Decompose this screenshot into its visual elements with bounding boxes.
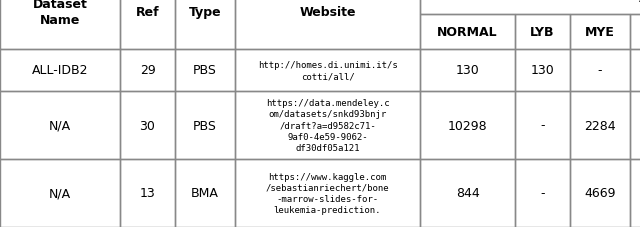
Text: 13: 13 <box>140 187 156 200</box>
Bar <box>515 50 570 92</box>
Text: -: - <box>540 187 545 200</box>
Bar <box>420 15 515 50</box>
Text: 130: 130 <box>531 64 554 77</box>
Bar <box>515 15 570 50</box>
Text: Type: Type <box>189 6 221 19</box>
Bar <box>235 159 420 227</box>
Text: 10298: 10298 <box>448 119 487 132</box>
Text: PBS: PBS <box>193 119 217 132</box>
Bar <box>420 50 515 92</box>
Bar <box>235 92 420 159</box>
Bar <box>0 0 120 50</box>
Text: 844: 844 <box>456 187 479 200</box>
Text: http://homes.di.unimi.it/s
cotti/all/: http://homes.di.unimi.it/s cotti/all/ <box>258 61 397 81</box>
Text: 2284: 2284 <box>584 119 616 132</box>
Bar <box>175 50 235 92</box>
Text: ALL-IDB2: ALL-IDB2 <box>32 64 88 77</box>
Text: PBS: PBS <box>193 64 217 77</box>
Bar <box>515 159 570 227</box>
Bar <box>515 92 570 159</box>
Bar <box>420 159 515 227</box>
Bar <box>0 50 120 92</box>
Text: 130: 130 <box>456 64 479 77</box>
Bar <box>630 159 640 227</box>
Bar <box>630 50 640 92</box>
Bar <box>235 0 420 50</box>
Text: 30: 30 <box>140 119 156 132</box>
Bar <box>570 50 630 92</box>
Text: https://www.kaggle.com
/sebastianriechert/bone
-marrow-slides-for-
leukemia-pred: https://www.kaggle.com /sebastianriecher… <box>266 172 389 214</box>
Bar <box>420 0 640 15</box>
Text: LYB: LYB <box>531 26 555 39</box>
Text: 29: 29 <box>140 64 156 77</box>
Bar <box>570 92 630 159</box>
Bar <box>120 0 175 50</box>
Bar <box>570 15 630 50</box>
Text: https://data.mendeley.c
om/datasets/snkd93bnjr
/draft?a=d9582c71-
9af0-4e59-9062: https://data.mendeley.c om/datasets/snkd… <box>266 99 389 152</box>
Bar <box>630 92 640 159</box>
Bar <box>0 92 120 159</box>
Bar <box>175 92 235 159</box>
Text: BMA: BMA <box>191 187 219 200</box>
Text: N/A: N/A <box>49 119 71 132</box>
Text: -: - <box>540 119 545 132</box>
Text: Ref: Ref <box>136 6 159 19</box>
Text: MYE: MYE <box>585 26 615 39</box>
Text: N/A: N/A <box>49 187 71 200</box>
Bar <box>120 159 175 227</box>
Text: 4669: 4669 <box>584 187 616 200</box>
Text: Dataset
Name: Dataset Name <box>33 0 88 27</box>
Bar <box>175 159 235 227</box>
Text: Annotated Cells (objects): Annotated Cells (objects) <box>501 0 640 2</box>
Bar <box>420 92 515 159</box>
Bar <box>0 159 120 227</box>
Text: NORMAL: NORMAL <box>437 26 498 39</box>
Text: Website: Website <box>300 6 356 19</box>
Text: -: - <box>598 64 602 77</box>
Bar <box>120 50 175 92</box>
Bar <box>630 15 640 50</box>
Bar <box>235 50 420 92</box>
Bar <box>570 159 630 227</box>
Bar <box>120 92 175 159</box>
Bar <box>175 0 235 50</box>
